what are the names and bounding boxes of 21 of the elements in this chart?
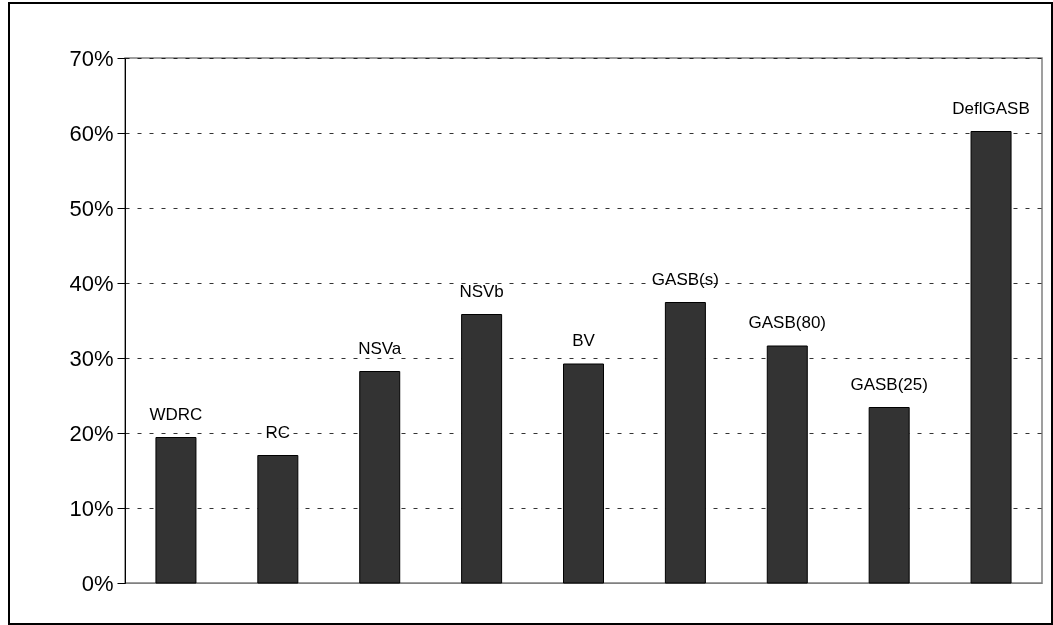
- y-tick-label: 20%: [69, 420, 114, 446]
- bar: [257, 455, 299, 584]
- x-tick-label: NSVa: [358, 338, 402, 358]
- bar: [461, 314, 503, 584]
- x-tick-label: WDRC: [149, 404, 203, 424]
- y-tick-label: 50%: [69, 195, 114, 221]
- x-tick-label: GASB(s): [651, 269, 719, 289]
- x-tick-label: GASB(80): [748, 313, 827, 332]
- x-tick-label: BV: [572, 331, 596, 350]
- y-tick-label: 60%: [69, 120, 114, 146]
- y-tick-label: 0%: [81, 570, 114, 596]
- x-tick-label: DeflGASB: [952, 98, 1030, 118]
- x-tick-label: RC: [265, 422, 291, 442]
- x-tick-label: NSVb: [459, 281, 504, 301]
- bar: [868, 407, 910, 584]
- y-tick-label: 40%: [69, 270, 114, 296]
- x-tick-label: GASB(25): [850, 374, 928, 394]
- y-tick-label: 10%: [69, 495, 114, 521]
- y-tick-label: 70%: [69, 45, 114, 71]
- bar: [664, 302, 706, 584]
- y-tick-label: 30%: [69, 345, 114, 371]
